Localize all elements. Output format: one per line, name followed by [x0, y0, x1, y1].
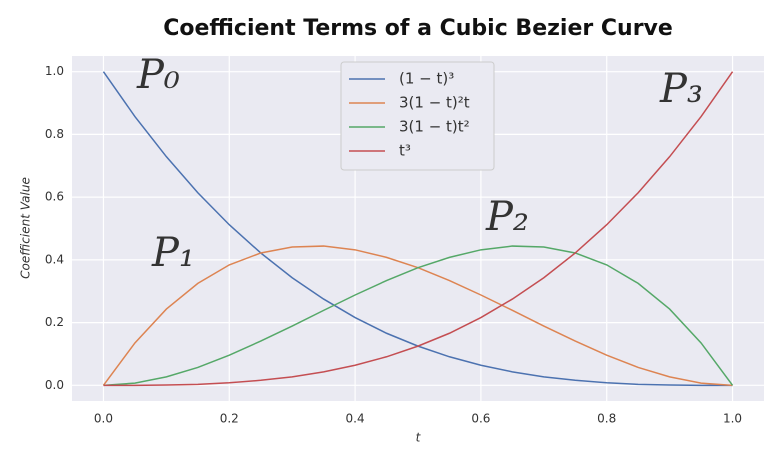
- series-line: [103, 71, 734, 387]
- annotation: P₀: [136, 52, 180, 98]
- x-tick-label: 0.6: [471, 412, 490, 426]
- legend-label: 3(1 − t)t²: [399, 118, 470, 136]
- x-tick-label: 0.0: [94, 412, 113, 426]
- legend-label: 3(1 − t)²t: [399, 94, 470, 112]
- y-tick-label: 0.0: [45, 378, 64, 392]
- legend-label: t³: [399, 142, 411, 160]
- series-line: [103, 245, 734, 387]
- legend-label: (1 − t)³: [399, 70, 454, 88]
- annotation: P₃: [659, 66, 703, 112]
- y-tick-label: 0.4: [45, 252, 64, 266]
- chart-title: Coefficient Terms of a Cubic Bezier Curv…: [163, 16, 673, 41]
- legend-box: [340, 61, 495, 171]
- y-tick-label: 0.8: [45, 127, 64, 141]
- x-axis-label: t: [416, 431, 422, 445]
- x-tick-label: 0.2: [220, 412, 239, 426]
- annotation: P₁: [151, 230, 195, 276]
- y-tick-label: 1.0: [45, 64, 64, 78]
- y-axis-label: Coefficient Value: [19, 177, 33, 279]
- x-tick-label: 0.4: [346, 412, 365, 426]
- x-tick-label: 0.8: [597, 412, 616, 426]
- annotation: P₂: [485, 194, 529, 240]
- y-tick-label: 0.6: [45, 190, 64, 204]
- y-tick-label: 0.2: [45, 315, 64, 329]
- x-tick-label: 1.0: [723, 412, 742, 426]
